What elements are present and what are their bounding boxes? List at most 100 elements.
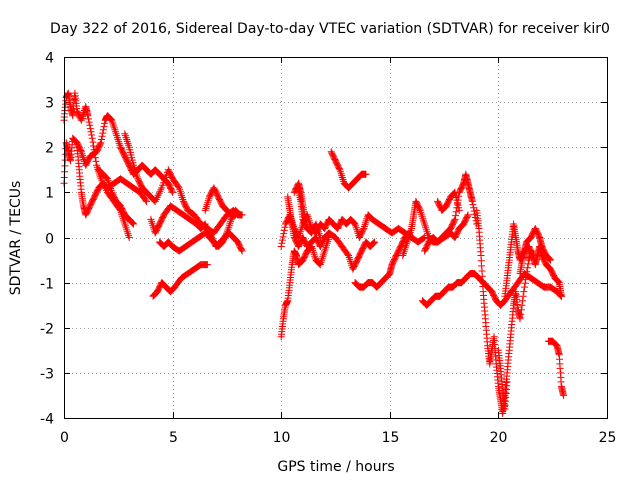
data-point-marker (468, 197, 476, 205)
data-point-marker (519, 292, 527, 300)
data-point-marker (98, 136, 105, 143)
data-point-marker (86, 125, 94, 133)
data-point-marker (301, 215, 309, 223)
y-tick-label: 1 (45, 186, 54, 202)
series-arc-23 (544, 337, 568, 399)
series-arc-14 (327, 148, 370, 192)
data-point-marker (503, 378, 511, 386)
plot-frame (64, 57, 608, 419)
data-point-marker (362, 170, 370, 178)
data-point-marker (400, 250, 407, 258)
data-point-marker (547, 256, 554, 264)
series-arc-16 (399, 197, 472, 259)
y-tick-label: 4 (45, 51, 54, 67)
data-point-marker (451, 215, 459, 223)
data-point-marker (88, 134, 96, 142)
series-arc-18 (434, 188, 463, 214)
data-point-marker (520, 288, 528, 296)
data-point-marker (545, 255, 553, 263)
y-axis-title: SDTVAR / TECUs (8, 181, 24, 296)
data-point-marker (524, 260, 532, 268)
data-point-marker (359, 226, 367, 234)
data-point-marker (560, 391, 568, 399)
data-point-marker (280, 230, 288, 238)
data-point-marker (519, 297, 527, 305)
data-point-marker (123, 228, 131, 236)
data-point-marker (123, 136, 131, 143)
data-point-marker (201, 206, 209, 214)
y-tick-label: -2 (40, 322, 54, 338)
series-arc-24 (494, 346, 511, 413)
data-point-marker (417, 210, 425, 218)
data-point-marker (516, 315, 524, 323)
data-point-marker (121, 130, 129, 138)
data-point-marker (125, 234, 133, 241)
data-point-marker (96, 140, 104, 148)
data-point-marker (450, 217, 458, 225)
series-arc-15 (351, 229, 413, 291)
data-point-marker (112, 130, 120, 138)
data-point-marker (169, 188, 177, 196)
data-point-marker (370, 239, 378, 247)
x-tick-label: 5 (169, 430, 178, 446)
x-tick-label: 15 (382, 430, 400, 446)
x-axis-title: GPS time / hours (277, 459, 394, 475)
data-point-marker (455, 206, 463, 214)
data-point-marker (89, 138, 97, 146)
data-point-marker (416, 205, 424, 213)
data-point-marker (85, 118, 93, 126)
series-arc-10 (277, 234, 333, 341)
data-point-marker (87, 128, 95, 136)
data-point-marker (121, 222, 129, 230)
data-point-marker (142, 196, 150, 204)
data-point-marker (100, 123, 108, 131)
data-point-marker (238, 247, 246, 255)
y-tick-label: -1 (40, 277, 54, 293)
series-arc-5 (121, 130, 246, 237)
y-tick-label: 0 (45, 232, 54, 248)
data-point-marker (518, 301, 526, 309)
data-point-marker (546, 255, 554, 263)
data-point-marker (521, 283, 528, 291)
data-point-marker (319, 251, 327, 259)
data-point-marker (554, 277, 562, 285)
data-point-marker (84, 112, 92, 120)
x-tick-label: 0 (60, 430, 69, 446)
data-point-marker (369, 239, 377, 247)
data-point-marker (523, 268, 531, 276)
series-arc-7 (156, 229, 246, 255)
series-arc-19 (418, 270, 565, 309)
series-arc-12 (284, 193, 379, 273)
x-axis-tick-labels: 0 5 10 15 20 25 (60, 430, 616, 446)
data-point-marker (464, 211, 472, 219)
series-arc-20 (473, 206, 535, 417)
data-point-marker (452, 208, 460, 216)
data-point-marker (281, 223, 289, 231)
series-arc-9 (201, 184, 240, 219)
data-point-marker (279, 233, 287, 241)
data-point-marker (452, 212, 460, 220)
data-point-marker (88, 131, 96, 139)
data-point-marker (469, 201, 477, 209)
series-arc-22 (516, 225, 554, 278)
data-point-marker (517, 310, 525, 318)
data-point-marker (235, 210, 243, 218)
y-tick-label: -3 (40, 367, 54, 383)
x-tick-label: 25 (599, 430, 617, 446)
series-arc-1 (60, 89, 133, 241)
data-point-marker (557, 292, 565, 300)
data-point-marker (174, 183, 182, 191)
data-point-marker (419, 216, 427, 224)
data-point-marker (278, 236, 286, 244)
data-point-marker (110, 124, 118, 132)
data-point-marker (344, 250, 352, 258)
data-point-marker (517, 306, 525, 314)
data-point-marker (278, 239, 286, 247)
y-axis-tick-labels: -4 -3 -2 -1 0 1 2 3 4 (40, 51, 54, 428)
data-point-marker (420, 234, 428, 242)
data-point-marker (143, 197, 150, 205)
y-tick-label: 3 (45, 96, 54, 112)
data-point-marker (338, 172, 346, 180)
data-point-marker (128, 219, 136, 227)
